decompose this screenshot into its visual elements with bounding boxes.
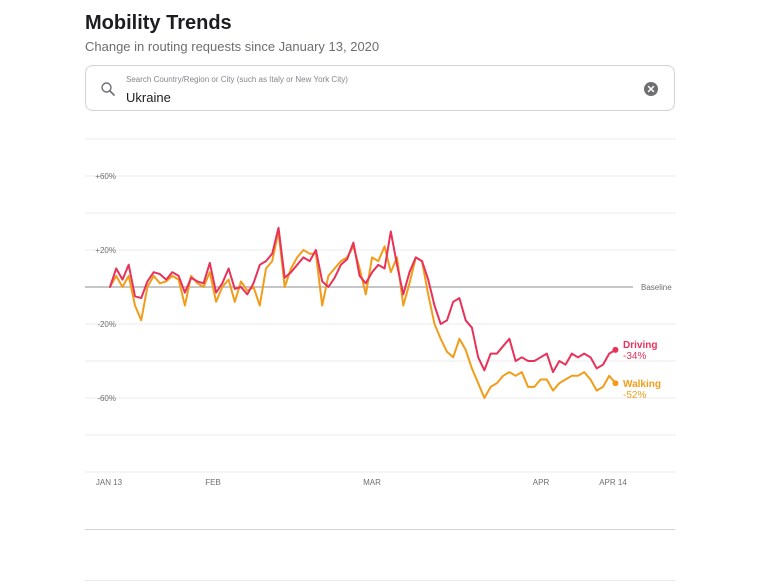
- x-tick-label: MAR: [363, 478, 381, 487]
- divider: [85, 529, 675, 530]
- series-endpoint-driving: [612, 346, 619, 353]
- series-label-driving: Driving: [623, 340, 657, 351]
- x-tick-label: APR: [533, 478, 550, 487]
- search-box[interactable]: Search Country/Region or City (such as I…: [85, 65, 675, 111]
- page-title: Mobility Trends: [85, 12, 232, 34]
- clear-search-button[interactable]: [644, 82, 658, 96]
- y-tick-label: +20%: [95, 246, 116, 255]
- search-icon: [100, 81, 116, 97]
- series-endpoint-walking: [612, 380, 619, 387]
- y-tick-label: -20%: [97, 320, 116, 329]
- series-value-driving: -34%: [623, 351, 646, 362]
- series-line-walking: [109, 230, 617, 399]
- x-tick-label: APR 14: [599, 478, 627, 487]
- close-icon: [647, 85, 655, 93]
- y-tick-label: +60%: [95, 172, 116, 181]
- page-subtitle: Change in routing requests since January…: [85, 39, 380, 54]
- series-value-walking: -52%: [623, 390, 646, 401]
- series-line-driving: [109, 226, 617, 374]
- x-tick-label: JAN 13: [96, 478, 123, 487]
- divider: [85, 580, 675, 581]
- y-tick-label: -60%: [97, 394, 116, 403]
- x-tick-label: FEB: [205, 478, 221, 487]
- series-label-walking: Walking: [623, 379, 661, 390]
- baseline-label: Baseline: [641, 283, 672, 292]
- search-input[interactable]: Ukraine: [126, 90, 171, 105]
- search-placeholder: Search Country/Region or City (such as I…: [126, 75, 348, 84]
